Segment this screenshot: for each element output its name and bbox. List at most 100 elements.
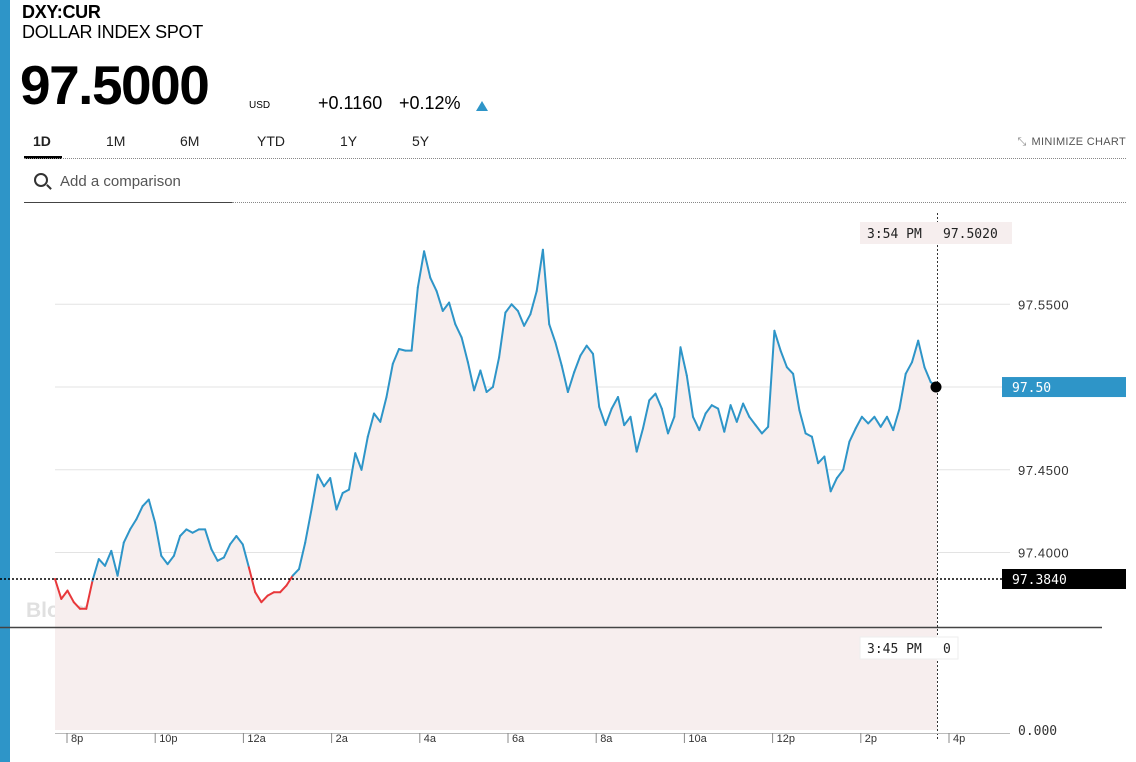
price-line-segment: [147, 498, 157, 524]
x-tick-label: 2a: [336, 733, 349, 745]
price-line-segment: [854, 415, 863, 430]
x-tick-label: 6a: [512, 733, 525, 745]
price-line-segment: [379, 396, 388, 423]
price-line-segment: [660, 407, 669, 435]
price-line-segment: [410, 286, 419, 352]
price-line-segment: [72, 601, 81, 610]
price-line-segment: [154, 521, 163, 557]
price-line-segment: [835, 468, 845, 480]
price-line-segment: [91, 558, 100, 582]
price-line-segment: [460, 336, 469, 364]
price-line-segment: [366, 412, 375, 438]
price-line-segment: [604, 407, 613, 427]
price-line-segment: [679, 346, 688, 377]
price-line-segment: [748, 415, 757, 427]
price-line-segment: [848, 427, 857, 443]
cursor-value: 97.5020: [943, 227, 998, 242]
price-line-segment: [798, 409, 807, 435]
price-line-segment: [886, 415, 895, 432]
price-line-segment: [260, 594, 269, 604]
price-line-segment: [898, 372, 907, 410]
price-line-segment: [429, 276, 438, 293]
x-tick-label: 10a: [688, 733, 707, 745]
price-line-segment: [141, 498, 150, 508]
price-line-segment: [254, 591, 263, 604]
price-line-segment: [466, 361, 476, 392]
price-line-segment: [623, 415, 632, 427]
tab-1d[interactable]: 1D: [33, 133, 51, 149]
minimize-chart-button[interactable]: ⤡ MINIMIZE CHART: [1017, 136, 1126, 149]
price-line-segment: [360, 435, 369, 471]
price-line-segment: [329, 477, 338, 511]
price-line-segment: [685, 374, 694, 418]
price-line-segment: [373, 412, 382, 423]
price-line-segment: [917, 339, 926, 369]
price-line-segment: [598, 405, 607, 427]
volume-time: 3:45 PM: [867, 642, 922, 657]
price-line-segment: [498, 311, 507, 359]
price-line-segment: [792, 372, 801, 412]
price-line-segment: [710, 404, 720, 410]
comparison-search[interactable]: [24, 164, 232, 203]
price-line-segment: [829, 477, 838, 493]
current-price-tag: [1002, 377, 1126, 398]
minimize-icon: ⤡: [1017, 136, 1027, 148]
price-line-segment: [104, 549, 113, 567]
price-line-segment: [723, 404, 732, 433]
x-tick-label: 12p: [777, 733, 795, 745]
price-line-segment: [335, 492, 344, 511]
price-line-segment: [585, 344, 594, 355]
up-arrow-icon: [476, 101, 488, 111]
tab-5y[interactable]: 5Y: [412, 133, 430, 149]
price-line-segment: [135, 505, 144, 521]
price-line-segment: [229, 535, 238, 546]
tab-1m[interactable]: 1M: [106, 133, 126, 149]
price-line-segment: [735, 402, 745, 423]
price-line-segment: [241, 543, 250, 569]
price-line-segment: [323, 477, 332, 488]
price-line-segment: [541, 248, 551, 326]
price-line-segment: [823, 455, 832, 493]
cursor-dot: [930, 381, 942, 393]
price-line-segment: [435, 290, 444, 312]
price-line-segment: [122, 528, 132, 544]
price-line-segment: [316, 473, 325, 488]
price-line-segment: [348, 452, 357, 491]
tab-1y[interactable]: 1Y: [340, 133, 358, 149]
tab-6m[interactable]: 6M: [180, 133, 200, 149]
price-line-segment: [610, 396, 619, 410]
price-line-segment: [510, 303, 519, 312]
price-line-segment: [729, 404, 738, 423]
price-line-segment: [804, 432, 813, 438]
price-line-segment: [391, 348, 400, 365]
price-line-segment: [548, 323, 557, 344]
price-line-segment: [698, 412, 707, 432]
price-line-segment: [179, 528, 188, 537]
price-line-segment: [717, 407, 726, 433]
y-tick-label: 97.4000: [1018, 546, 1069, 561]
price-line-segment: [529, 290, 538, 316]
price-line-segment: [110, 549, 119, 577]
price-line-segment: [773, 329, 782, 352]
price-line-segment: [60, 589, 69, 600]
price-line-segment: [66, 589, 75, 604]
price-line-segment: [172, 535, 182, 557]
price-line-segment: [504, 303, 513, 314]
price-line-segment: [892, 407, 901, 432]
x-tick-label: 2p: [865, 733, 877, 745]
price-line-segment: [304, 508, 313, 544]
price-line-segment: [523, 313, 532, 327]
price-line-segment: [810, 435, 820, 465]
comparison-input[interactable]: [58, 172, 232, 191]
price-line-segment: [754, 424, 763, 435]
price-line-segment: [592, 352, 601, 408]
price-line-segment: [923, 366, 932, 384]
price-line-segment: [485, 386, 494, 393]
tab-ytd[interactable]: YTD: [257, 133, 285, 149]
compare-divider: [232, 202, 1126, 203]
price-line-segment: [185, 528, 194, 534]
price-line-segment: [85, 579, 94, 610]
price-line-segment: [785, 366, 795, 375]
price-line-segment: [648, 392, 657, 402]
minimize-chart-label: MINIMIZE CHART: [1031, 136, 1126, 148]
